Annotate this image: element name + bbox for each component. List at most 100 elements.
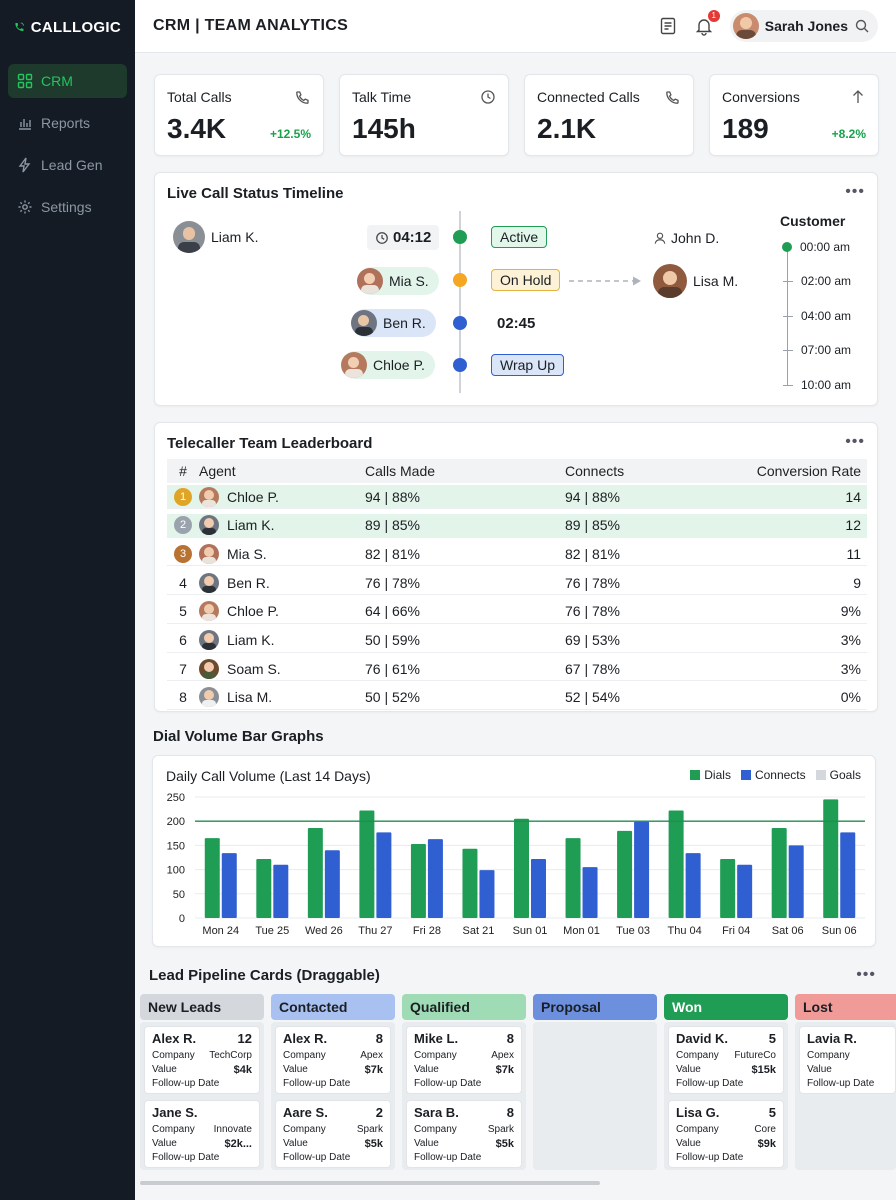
- bar-connects[interactable]: [479, 870, 495, 918]
- sidebar-item-settings[interactable]: Settings: [8, 190, 127, 224]
- bar-dials[interactable]: [256, 858, 272, 918]
- table-row[interactable]: 1 Chloe P. 94 | 88% 94 | 88% 14: [167, 485, 867, 509]
- lead-card[interactable]: Mike L. 8 Company Apex Value $7k Follow-up …: [406, 1026, 522, 1094]
- notifications-button[interactable]: 1: [694, 10, 720, 36]
- customer-john[interactable]: John D.: [653, 230, 719, 246]
- bar-connects[interactable]: [531, 858, 546, 918]
- document-icon[interactable]: [658, 16, 678, 36]
- company-value: Innovate: [213, 1124, 252, 1135]
- timeline-agent-ben[interactable]: Ben R.: [351, 309, 436, 337]
- lead-card[interactable]: Sara B. 8 Company Spark Value $5k Follow-up…: [406, 1100, 522, 1168]
- lead-card[interactable]: Alex R. 12 Company TechCorp Value $4k Follo…: [144, 1026, 260, 1094]
- bar-dials[interactable]: [720, 858, 736, 918]
- table-row[interactable]: 4 Ben R. 76 | 78% 76 | 78% 9: [167, 571, 867, 596]
- more-options-icon[interactable]: •••: [856, 966, 876, 983]
- pipeline-column-header[interactable]: New Leads: [140, 994, 264, 1020]
- y-tick-label: 250: [167, 792, 185, 804]
- bar-connects[interactable]: [427, 839, 443, 918]
- top-header: CRM | TEAM ANALYTICS 1 Sarah Jones: [135, 0, 896, 53]
- lead-card[interactable]: Aare S. 2 Company Spark Value $5k Follow-up…: [275, 1100, 391, 1168]
- page-title: CRM | TEAM ANALYTICS: [153, 17, 349, 34]
- user-menu[interactable]: Sarah Jones: [729, 10, 878, 42]
- bar-dials[interactable]: [668, 810, 684, 918]
- lead-name: Alex R.: [152, 1031, 197, 1046]
- bar-connects[interactable]: [634, 821, 650, 918]
- connects-cell: 82 | 81%: [565, 545, 621, 562]
- lead-card[interactable]: Lisa G. 5 Company Core Value $9k Follow-up …: [668, 1100, 784, 1168]
- lead-count: 5: [768, 1031, 776, 1046]
- pipeline-column-header[interactable]: Won: [664, 994, 788, 1020]
- avatar: [199, 572, 219, 593]
- lead-card[interactable]: Jane S. Company Innovate Value $2k... Foll…: [144, 1100, 260, 1168]
- customer-lisa[interactable]: Lisa M.: [653, 263, 748, 299]
- sidebar-item-reports[interactable]: Reports: [8, 106, 127, 140]
- bar-connects[interactable]: [685, 853, 701, 918]
- horizontal-scrollbar[interactable]: [140, 1181, 600, 1185]
- more-options-icon[interactable]: •••: [845, 433, 865, 450]
- bar-connects[interactable]: [788, 845, 804, 918]
- search-icon[interactable]: [854, 18, 870, 34]
- bar-dials[interactable]: [410, 843, 426, 918]
- kpi-card-connected-calls[interactable]: Connected Calls 2.1K: [524, 74, 694, 156]
- table-row[interactable]: 8 Lisa M. 50 | 52% 52 | 54% 0%: [167, 686, 867, 710]
- bar-connects[interactable]: [273, 864, 289, 918]
- status-chip-wrap-up[interactable]: Wrap Up: [491, 354, 564, 376]
- legend-goals[interactable]: Goals: [815, 768, 861, 782]
- col-calls-header[interactable]: Calls Made: [365, 463, 436, 479]
- legend-connects[interactable]: Connects: [740, 768, 806, 782]
- pipeline-column-header[interactable]: Qualified: [402, 994, 526, 1020]
- table-row[interactable]: 5 Chloe P. 64 | 66% 76 | 78% 9%: [167, 600, 867, 624]
- bar-connects[interactable]: [737, 864, 753, 918]
- table-row[interactable]: 3 Mia S. 82 | 81% 82 | 81% 11: [167, 542, 867, 567]
- kpi-card-conversions[interactable]: Conversions 189 +8.2%: [709, 74, 879, 156]
- kpi-card-talk-time[interactable]: Talk Time 145h: [339, 74, 509, 156]
- pipeline-column-header[interactable]: Lost: [795, 994, 896, 1020]
- col-connects-header[interactable]: Connects: [565, 463, 625, 479]
- kpi-card-total-calls[interactable]: Total Calls 3.4K +12.5%: [154, 74, 324, 156]
- bar-dials[interactable]: [204, 838, 220, 918]
- bar-dials[interactable]: [462, 848, 478, 918]
- more-options-icon[interactable]: •••: [845, 183, 865, 200]
- bar-dials[interactable]: [823, 799, 839, 918]
- bar-dials[interactable]: [565, 838, 581, 918]
- bar-dials[interactable]: [514, 818, 529, 918]
- col-agent-header[interactable]: Agent: [199, 463, 236, 479]
- bar-dials[interactable]: [359, 810, 375, 918]
- lead-name: Lavia R.: [807, 1031, 857, 1046]
- status-chip-on-hold[interactable]: On Hold: [491, 269, 561, 291]
- pipeline-column-header[interactable]: Proposal: [533, 994, 657, 1020]
- sidebar-item-lead-gen[interactable]: Lead Gen: [8, 148, 127, 182]
- bar-dials[interactable]: [771, 827, 787, 918]
- table-row[interactable]: 6 Liam K. 50 | 59% 69 | 53% 3%: [167, 629, 867, 653]
- table-row[interactable]: 7 Soam S. 76 | 61% 67 | 78% 3%: [167, 657, 867, 682]
- timeline-agent-chloe[interactable]: Chloe P.: [341, 351, 435, 379]
- bar-connects[interactable]: [582, 867, 598, 918]
- company-label: Company: [414, 1050, 457, 1061]
- status-chip-active[interactable]: Active: [491, 226, 548, 248]
- pipeline-column-dropzone[interactable]: [533, 1022, 657, 1170]
- bar-connects[interactable]: [324, 850, 340, 918]
- agent-name: Liam K.: [227, 517, 275, 534]
- bar-connects[interactable]: [840, 832, 856, 918]
- lead-card[interactable]: Alex R. 8 Company Apex Value $7k Follow-up …: [275, 1026, 391, 1094]
- lead-name: Aare S.: [283, 1105, 328, 1120]
- pipeline-column-header[interactable]: Contacted: [271, 994, 395, 1020]
- bar-connects[interactable]: [221, 853, 237, 918]
- lead-card[interactable]: Lavia R. Company Value Follow-up Date: [799, 1026, 896, 1094]
- bar-connects[interactable]: [376, 832, 392, 918]
- timeline-agent-liam[interactable]: Liam K.: [173, 221, 268, 253]
- kpi-value: 145h: [352, 113, 416, 144]
- app-logo[interactable]: CALLLOGIC: [0, 0, 135, 54]
- sidebar-item-crm[interactable]: CRM: [8, 64, 127, 98]
- lead-card[interactable]: David K. 5 Company FutureCo Value $15k Foll…: [668, 1026, 784, 1094]
- legend-dials[interactable]: Dials: [690, 768, 731, 782]
- timeline-agent-mia[interactable]: Mia S.: [357, 267, 439, 295]
- bar-dials[interactable]: [307, 827, 323, 918]
- col-rank-header[interactable]: #: [179, 463, 187, 479]
- bar-dials[interactable]: [617, 830, 633, 918]
- connects-cell: 69 | 53%: [565, 632, 621, 648]
- sidebar-item-label: CRM: [41, 73, 73, 89]
- avatar: [351, 310, 377, 336]
- col-rate-header[interactable]: Conversion Rate: [756, 463, 861, 479]
- table-row[interactable]: 2 Liam K. 89 | 85% 89 | 85% 12: [167, 513, 867, 538]
